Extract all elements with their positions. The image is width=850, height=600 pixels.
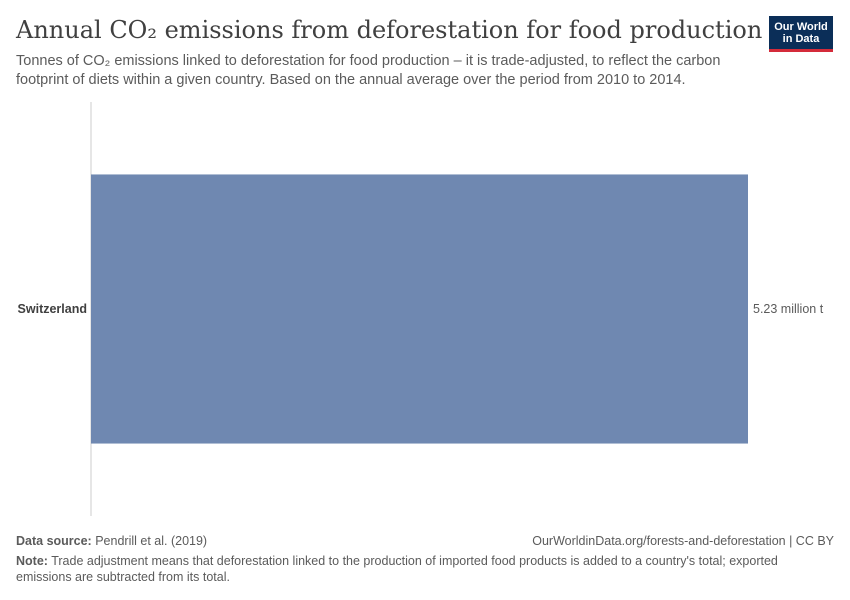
note-label: Note:	[16, 554, 48, 568]
data-source: Data source: Pendrill et al. (2019)	[16, 533, 834, 549]
logo-line-2: in Data	[782, 33, 820, 45]
chart-title: Annual CO₂ emissions from deforestation …	[16, 16, 763, 44]
owid-logo[interactable]: Our World in Data	[769, 16, 833, 52]
bar-switzerland[interactable]	[91, 174, 748, 444]
value-label: 5.23 million t	[753, 302, 824, 316]
chart-note: Note: Trade adjustment means that defore…	[16, 553, 834, 585]
data-source-label: Data source:	[16, 534, 92, 548]
category-label: Switzerland	[18, 302, 87, 316]
source-url[interactable]: OurWorldinData.org/forests-and-deforesta…	[532, 534, 834, 548]
note-text: Trade adjustment means that deforestatio…	[16, 554, 778, 584]
logo-line-1: Our World	[774, 21, 828, 33]
chart-subtitle: Tonnes of CO₂ emissions linked to defore…	[16, 53, 721, 88]
data-source-text[interactable]: Pendrill et al. (2019)	[95, 534, 208, 548]
